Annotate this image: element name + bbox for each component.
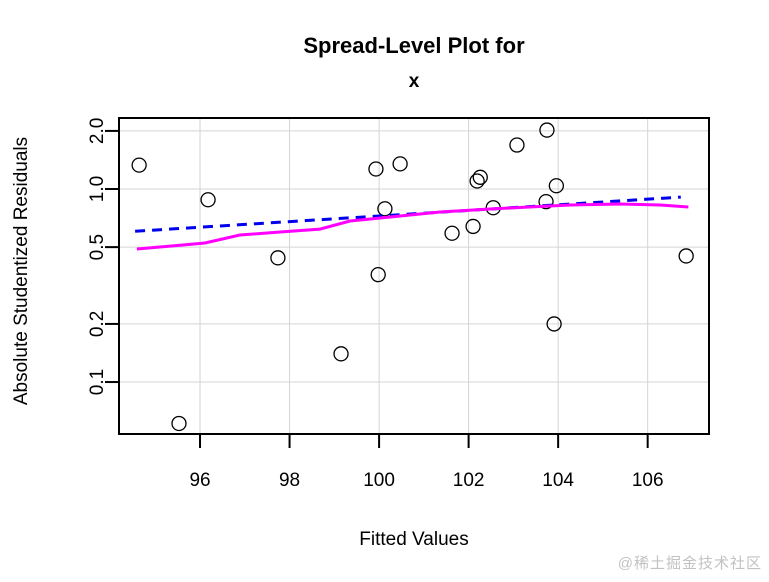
data-point	[200, 192, 216, 208]
data-point	[333, 346, 349, 362]
y-tick-label: 1.0	[87, 176, 108, 202]
x-tick-label: 96	[189, 470, 210, 491]
data-point	[368, 161, 384, 177]
axes	[105, 117, 710, 448]
data-point	[472, 169, 488, 185]
data-point	[270, 250, 286, 266]
chart-subtitle: x	[409, 71, 420, 92]
chart-title: Spread-Level Plot for	[303, 33, 525, 58]
data-point	[548, 178, 565, 194]
data-point	[392, 156, 408, 172]
data-point	[171, 415, 187, 432]
watermark: @稀土掘金技术社区	[617, 555, 762, 572]
data-point	[539, 122, 555, 138]
y-tick-label: 2.0	[87, 118, 108, 144]
data-point	[377, 201, 393, 217]
data-point	[538, 194, 554, 210]
x-tick-label: 98	[279, 470, 300, 491]
data-point	[678, 248, 694, 264]
data-point	[465, 218, 481, 235]
x-tick-label: 106	[632, 470, 664, 491]
data-point	[370, 267, 386, 283]
data-point	[509, 137, 525, 153]
tick-labels: 96 98 100 102 104 106 2.0 1.0 0.5 0.2 0.1	[87, 118, 664, 491]
fit-lines	[135, 195, 689, 251]
y-tick-label: 0.5	[87, 234, 108, 260]
y-tick-label: 0.1	[87, 369, 108, 395]
grid-lines	[119, 118, 709, 434]
y-tick-label: 0.2	[87, 311, 108, 337]
x-tick-label: 102	[453, 470, 485, 491]
plot-box	[118, 117, 710, 435]
x-axis-title: Fitted Values	[359, 529, 468, 550]
smooth-spread-line	[136, 202, 689, 251]
x-tick-label: 100	[363, 470, 395, 491]
y-axis-title: Absolute Studentized Residuals	[11, 137, 32, 405]
data-point	[546, 316, 562, 332]
data-point	[444, 225, 460, 241]
data-point	[131, 157, 147, 173]
data-point	[469, 173, 485, 189]
x-tick-label: 104	[542, 470, 574, 491]
scatter-points	[131, 122, 694, 432]
